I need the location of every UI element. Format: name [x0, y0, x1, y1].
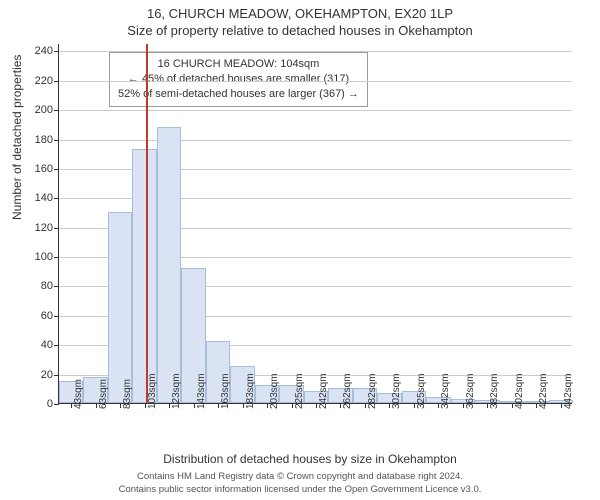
y-tick — [54, 345, 59, 346]
info-line-1: 16 CHURCH MEADOW: 104sqm — [118, 57, 359, 72]
histogram-bar — [108, 212, 132, 403]
x-tick-label: 282sqm — [367, 373, 378, 409]
title-line-1: 16, CHURCH MEADOW, OKEHAMPTON, EX20 1LP — [0, 0, 600, 21]
x-tick — [96, 403, 97, 408]
histogram-bar — [132, 149, 156, 403]
x-tick — [145, 403, 146, 408]
y-tick — [54, 404, 59, 405]
x-tick — [414, 403, 415, 408]
y-tick-label: 140 — [35, 192, 53, 204]
y-tick — [54, 198, 59, 199]
x-tick — [194, 403, 195, 408]
x-tick-label: 325sqm — [416, 373, 427, 409]
y-tick-label: 100 — [35, 251, 53, 263]
y-tick-label: 40 — [41, 339, 53, 351]
y-tick-label: 240 — [35, 45, 53, 57]
title-line-2: Size of property relative to detached ho… — [0, 21, 600, 38]
y-tick-label: 60 — [41, 310, 53, 322]
attribution-line-1: Contains HM Land Registry data © Crown c… — [0, 471, 600, 483]
y-axis-label: Number of detached properties — [10, 55, 24, 220]
x-tick — [243, 403, 244, 408]
attribution-line-2: Contains public sector information licen… — [0, 484, 600, 496]
gridline — [59, 110, 572, 111]
x-tick — [365, 403, 366, 408]
y-tick — [54, 257, 59, 258]
y-tick-label: 160 — [35, 163, 53, 175]
x-tick — [292, 403, 293, 408]
x-tick — [463, 403, 464, 408]
y-tick — [54, 140, 59, 141]
x-tick — [561, 403, 562, 408]
x-tick-label: 402sqm — [514, 373, 525, 409]
gridline — [59, 140, 572, 141]
marker-line — [146, 44, 148, 403]
y-tick-label: 80 — [41, 280, 53, 292]
gridline — [59, 81, 572, 82]
x-tick-label: 342sqm — [440, 373, 451, 409]
y-tick — [54, 110, 59, 111]
y-tick — [54, 51, 59, 52]
x-axis-label: Distribution of detached houses by size … — [0, 452, 600, 466]
y-tick-label: 180 — [35, 134, 53, 146]
info-line-2: ← 45% of detached houses are smaller (31… — [118, 72, 359, 87]
x-tick — [512, 403, 513, 408]
y-tick-label: 20 — [41, 369, 53, 381]
plot-area: 16 CHURCH MEADOW: 104sqm ← 45% of detach… — [58, 44, 572, 404]
info-line-3: 52% of semi-detached houses are larger (… — [118, 87, 359, 102]
gridline — [59, 51, 572, 52]
y-tick — [54, 228, 59, 229]
x-tick — [267, 403, 268, 408]
x-tick-label: 382sqm — [489, 373, 500, 409]
x-tick — [316, 403, 317, 408]
x-tick-label: 422sqm — [538, 373, 549, 409]
y-tick — [54, 375, 59, 376]
y-tick — [54, 169, 59, 170]
y-tick — [54, 286, 59, 287]
x-tick-label: 442sqm — [563, 373, 574, 409]
x-tick — [169, 403, 170, 408]
x-tick — [218, 403, 219, 408]
y-tick-label: 220 — [35, 75, 53, 87]
x-tick-label: 362sqm — [465, 373, 476, 409]
histogram-bar — [157, 127, 181, 403]
attribution: Contains HM Land Registry data © Crown c… — [0, 471, 600, 496]
y-tick-label: 0 — [47, 398, 53, 410]
y-tick — [54, 316, 59, 317]
chart-container: 16 CHURCH MEADOW: 104sqm ← 45% of detach… — [58, 44, 572, 404]
y-tick-label: 120 — [35, 222, 53, 234]
y-tick-label: 200 — [35, 104, 53, 116]
y-tick — [54, 81, 59, 82]
